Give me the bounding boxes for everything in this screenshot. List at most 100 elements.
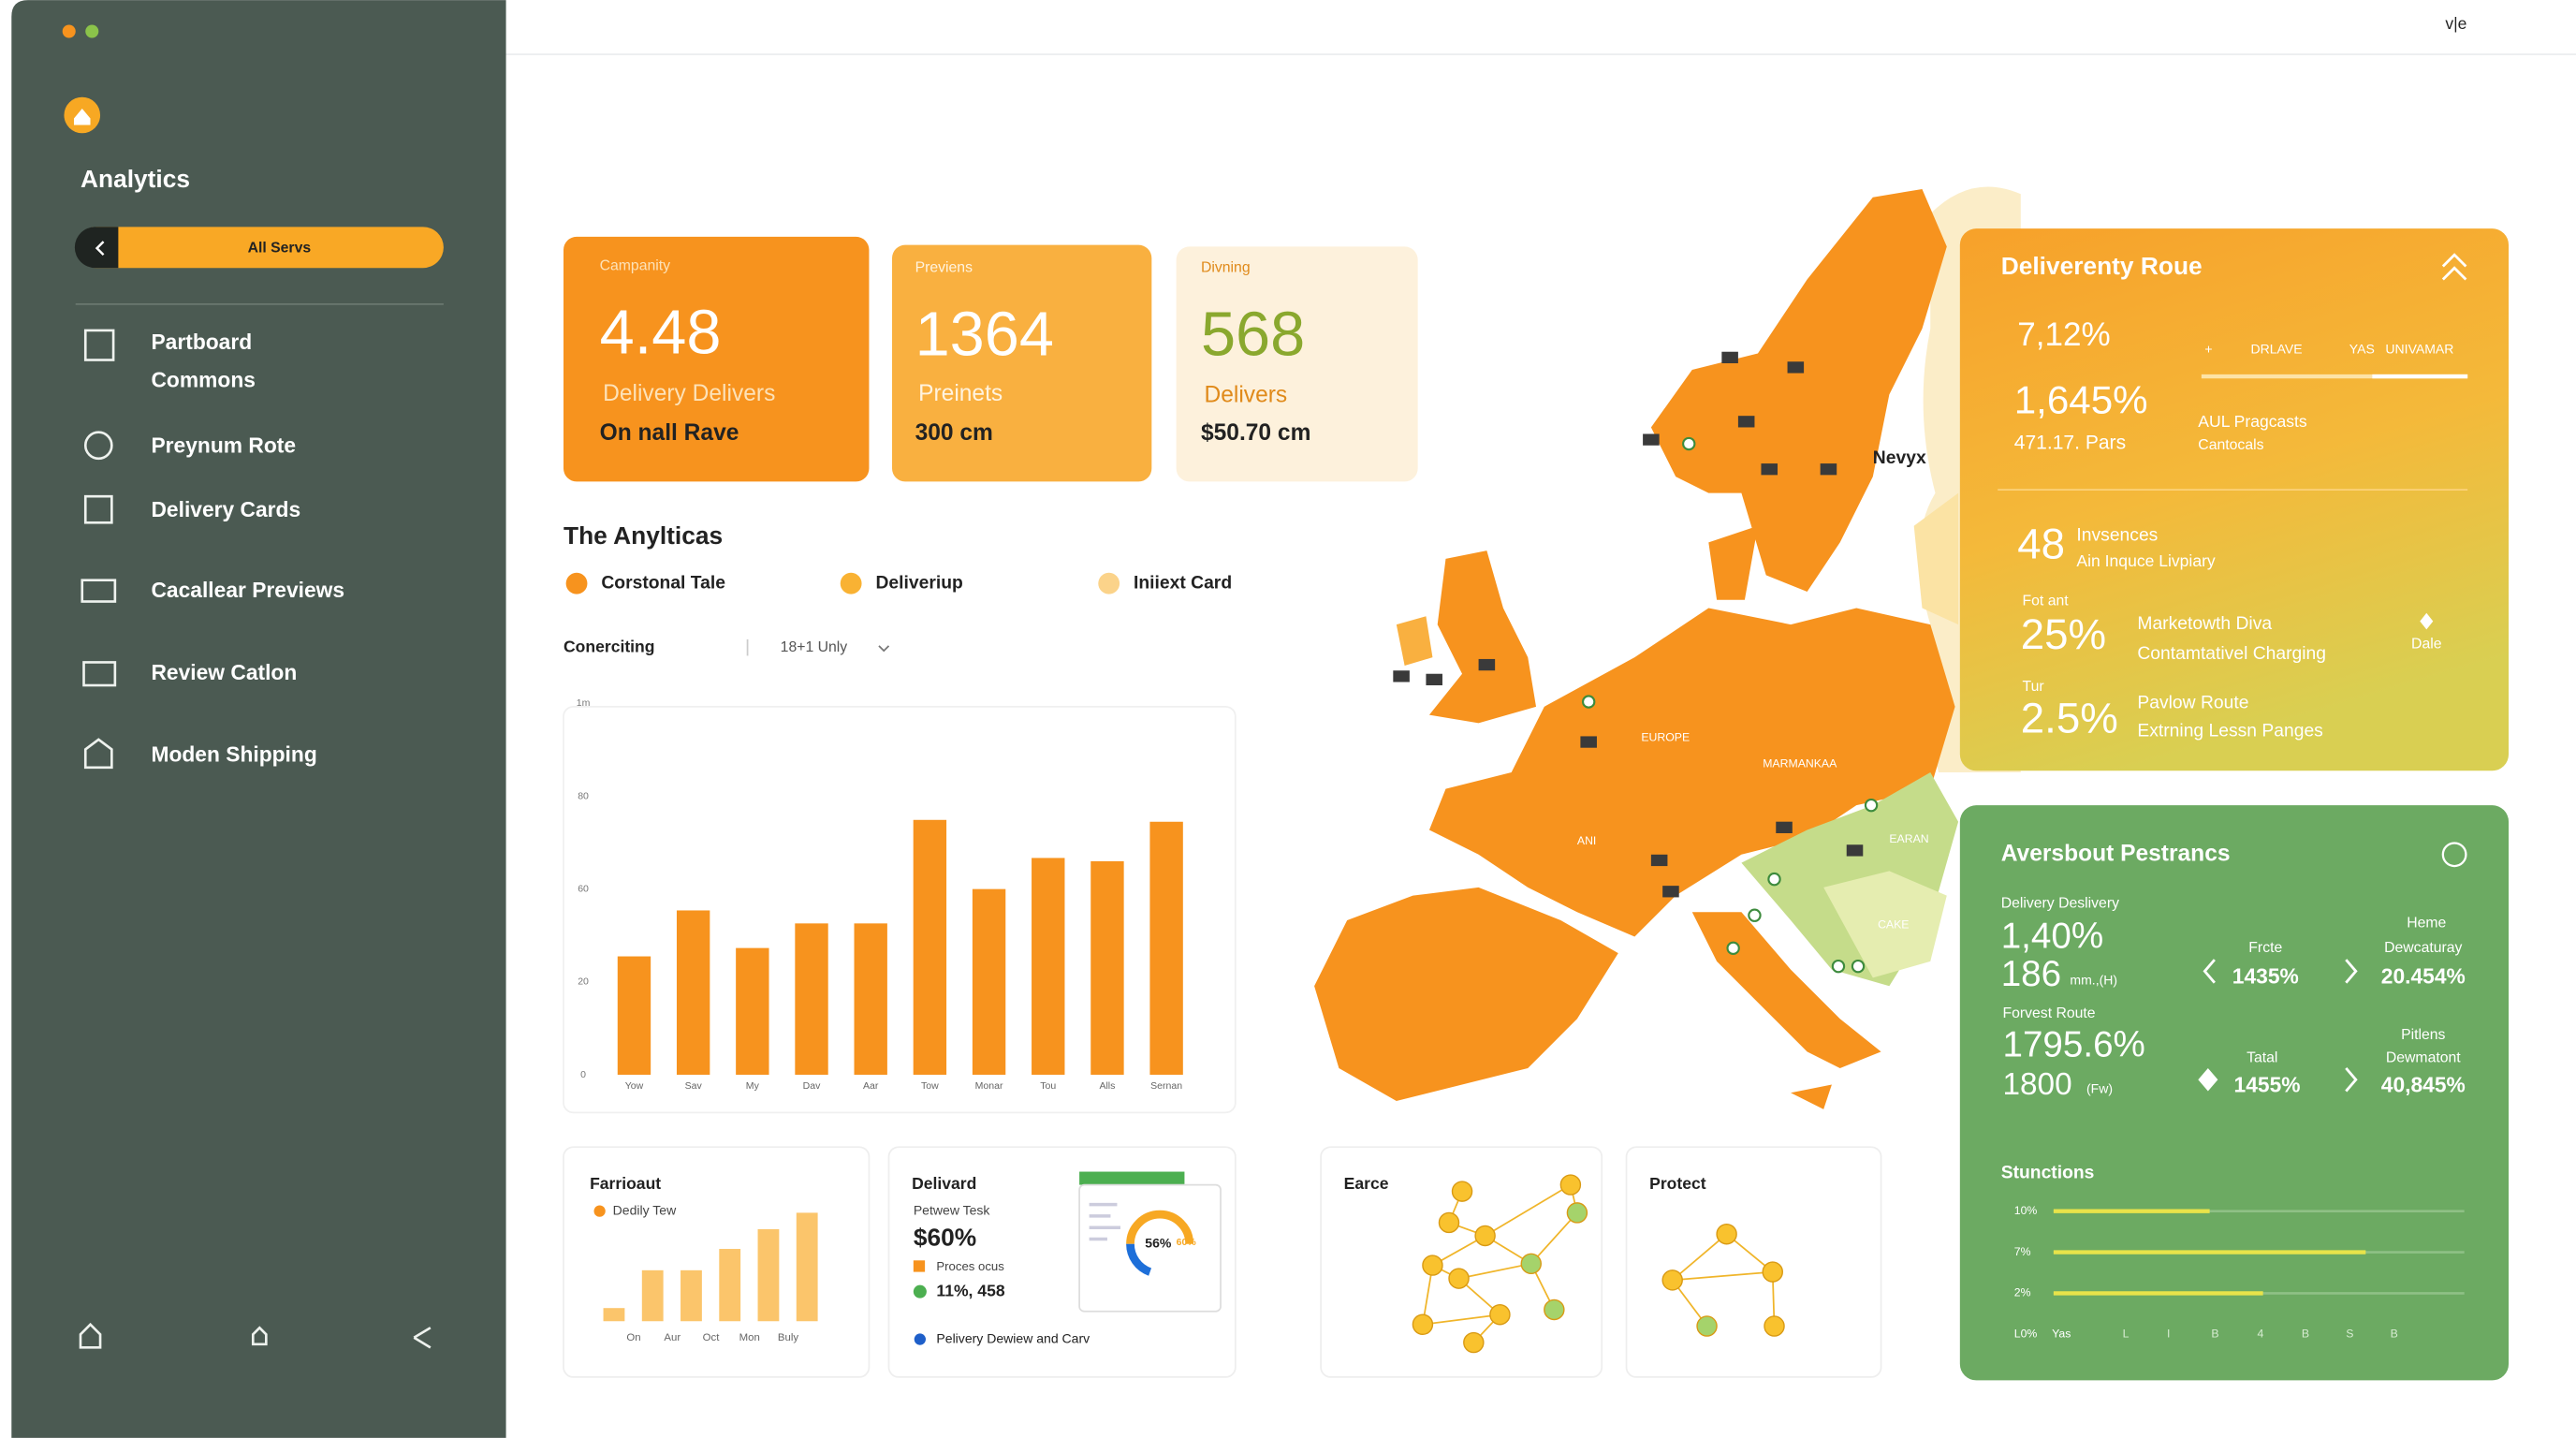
x-tick-label: Alls bbox=[1099, 1080, 1115, 1092]
map-region bbox=[1823, 871, 1947, 978]
network-edge bbox=[1672, 1270, 1773, 1282]
network-node bbox=[1422, 1255, 1443, 1276]
axis-label: B bbox=[2391, 1328, 2398, 1341]
metric-value: 1800 bbox=[2002, 1067, 2071, 1102]
map-region bbox=[1691, 912, 1881, 1068]
bottom-icon[interactable] bbox=[79, 1322, 102, 1349]
legend-entry: 11%, 458 bbox=[936, 1281, 1004, 1299]
metric-unit: mm.,(H) bbox=[2070, 973, 2117, 988]
bar bbox=[1032, 858, 1065, 1075]
x-tick-label: Sav bbox=[685, 1080, 703, 1092]
chevron[interactable] bbox=[2345, 1067, 2358, 1093]
kpi-label: Previens bbox=[915, 259, 973, 275]
nav-icons bbox=[79, 329, 432, 1349]
metric-label: Heme bbox=[2407, 916, 2446, 932]
network-node bbox=[1463, 1331, 1485, 1354]
metric-label: Dewmatont bbox=[2386, 1050, 2461, 1066]
nav-item: Review Catlon bbox=[151, 660, 297, 684]
card-value: $60% bbox=[914, 1223, 976, 1251]
nav-item: Delivery Cards bbox=[151, 497, 300, 521]
stat-value: 7,12% bbox=[2017, 316, 2111, 353]
mini-lines bbox=[1089, 1202, 1120, 1241]
network-edge bbox=[1458, 1262, 1531, 1280]
column-label: DRLAVE bbox=[2250, 342, 2302, 357]
x-tick-label: Mon bbox=[739, 1332, 760, 1343]
bar bbox=[757, 1228, 780, 1322]
diamond-icon bbox=[2420, 612, 2434, 630]
network-node bbox=[1448, 1268, 1470, 1289]
map-label: ANI bbox=[1577, 834, 1596, 847]
kpi-card bbox=[564, 236, 870, 482]
search-pill[interactable] bbox=[75, 227, 444, 269]
kpi-caption: Delivers bbox=[1204, 383, 1287, 408]
network-node bbox=[1762, 1261, 1783, 1283]
row-sub: Contamtativel Charging bbox=[2137, 644, 2326, 664]
metric-label: Pitlens bbox=[2401, 1027, 2445, 1043]
info-icon[interactable] bbox=[2441, 842, 2467, 868]
logo-icon bbox=[73, 108, 91, 125]
dropdown-icon[interactable] bbox=[878, 645, 890, 653]
kpi-footer: On nall Rave bbox=[600, 420, 739, 446]
legend-entry: Corstonal Tale bbox=[601, 573, 725, 593]
chevron[interactable] bbox=[2345, 959, 2358, 984]
column-label: UNIVAMAR bbox=[2385, 342, 2453, 357]
legend-entry: Deliveriup bbox=[875, 573, 962, 593]
map-region bbox=[1708, 525, 1758, 600]
panel-title: Deliverenty Roue bbox=[2001, 252, 2203, 280]
metric-value: 1795.6% bbox=[2002, 1024, 2144, 1064]
row-caption: Fot ant bbox=[2023, 594, 2070, 609]
network-node bbox=[1412, 1313, 1434, 1335]
donut-arc bbox=[1126, 1210, 1194, 1244]
route-panel bbox=[1959, 228, 2510, 771]
y-tick-label: 1m bbox=[577, 697, 591, 709]
y-tick-label: 0 bbox=[580, 1069, 586, 1080]
column-label: + bbox=[2204, 342, 2212, 357]
x-tick-label: Tow bbox=[921, 1080, 939, 1092]
note: AUL Pragcasts bbox=[2198, 412, 2307, 431]
chevron[interactable] bbox=[2203, 959, 2216, 984]
card bbox=[1320, 1146, 1603, 1378]
axis-label: I bbox=[2167, 1328, 2170, 1341]
kpi-footer: $50.70 cm bbox=[1201, 420, 1310, 446]
nav-item: Commons bbox=[151, 367, 255, 391]
network-node bbox=[1451, 1181, 1473, 1202]
sidebar bbox=[11, 0, 506, 1438]
bottom-icon[interactable] bbox=[413, 1327, 432, 1349]
axis-label: L bbox=[2123, 1328, 2130, 1341]
card-title: Earce bbox=[1344, 1174, 1389, 1193]
legend-swatch bbox=[913, 1260, 926, 1272]
kpi-value: 568 bbox=[1201, 300, 1305, 369]
search-text: All Servs bbox=[248, 240, 312, 256]
kpi-card bbox=[892, 244, 1152, 482]
bar bbox=[681, 1269, 702, 1322]
chart-panel bbox=[563, 705, 1237, 1114]
bar bbox=[913, 819, 947, 1075]
network-node bbox=[1489, 1303, 1511, 1326]
mini-window-bar bbox=[1079, 1171, 1185, 1185]
progress-label: 7% bbox=[2014, 1245, 2031, 1258]
map-label: Nevyx bbox=[1873, 448, 1926, 468]
y-tick-label: 20 bbox=[578, 976, 589, 988]
axis-label: B bbox=[2302, 1328, 2309, 1341]
kpi-value: 1364 bbox=[915, 300, 1054, 369]
kpi-caption: Preinets bbox=[918, 381, 1003, 406]
legend-swatch bbox=[593, 1205, 606, 1217]
legend-swatch bbox=[913, 1284, 927, 1299]
network-edge bbox=[1422, 1313, 1500, 1326]
bar bbox=[603, 1308, 625, 1322]
x-tick-label: Buly bbox=[778, 1332, 798, 1343]
stat-value: 471.17. Pars bbox=[2014, 433, 2126, 454]
nav-icon bbox=[80, 579, 117, 603]
map-label: MARMANKAA bbox=[1763, 757, 1837, 770]
axis-label: L0% bbox=[2014, 1328, 2038, 1341]
metric-label: Dewcaturay bbox=[2384, 940, 2462, 956]
collapse-icon[interactable] bbox=[2441, 253, 2467, 281]
section-title: The Anylticas bbox=[564, 521, 723, 550]
row-caption: Tur bbox=[2023, 679, 2044, 695]
back-icon bbox=[95, 241, 105, 257]
progress-label: 10% bbox=[2014, 1204, 2038, 1217]
mini-window bbox=[1078, 1183, 1222, 1313]
bottom-icon[interactable] bbox=[251, 1326, 268, 1346]
bar bbox=[1149, 821, 1183, 1075]
network bbox=[1412, 1174, 1785, 1354]
